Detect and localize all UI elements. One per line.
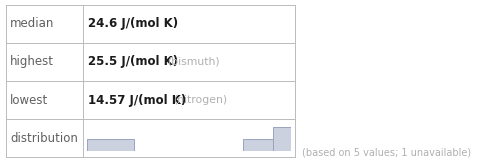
Text: 14.57 J/(mol K): 14.57 J/(mol K) xyxy=(87,93,186,107)
Text: lowest: lowest xyxy=(10,93,48,107)
Text: distribution: distribution xyxy=(10,132,78,145)
Text: (nitrogen): (nitrogen) xyxy=(173,95,227,105)
Text: 25.5 J/(mol K): 25.5 J/(mol K) xyxy=(87,55,178,69)
Bar xyxy=(243,139,273,151)
Bar xyxy=(86,139,134,151)
Text: (bismuth): (bismuth) xyxy=(167,57,220,67)
Text: 24.6 J/(mol K): 24.6 J/(mol K) xyxy=(87,17,178,30)
Text: (based on 5 values; 1 unavailable): (based on 5 values; 1 unavailable) xyxy=(302,147,471,157)
Bar xyxy=(273,127,291,151)
Text: median: median xyxy=(10,17,54,30)
Text: highest: highest xyxy=(10,55,54,69)
